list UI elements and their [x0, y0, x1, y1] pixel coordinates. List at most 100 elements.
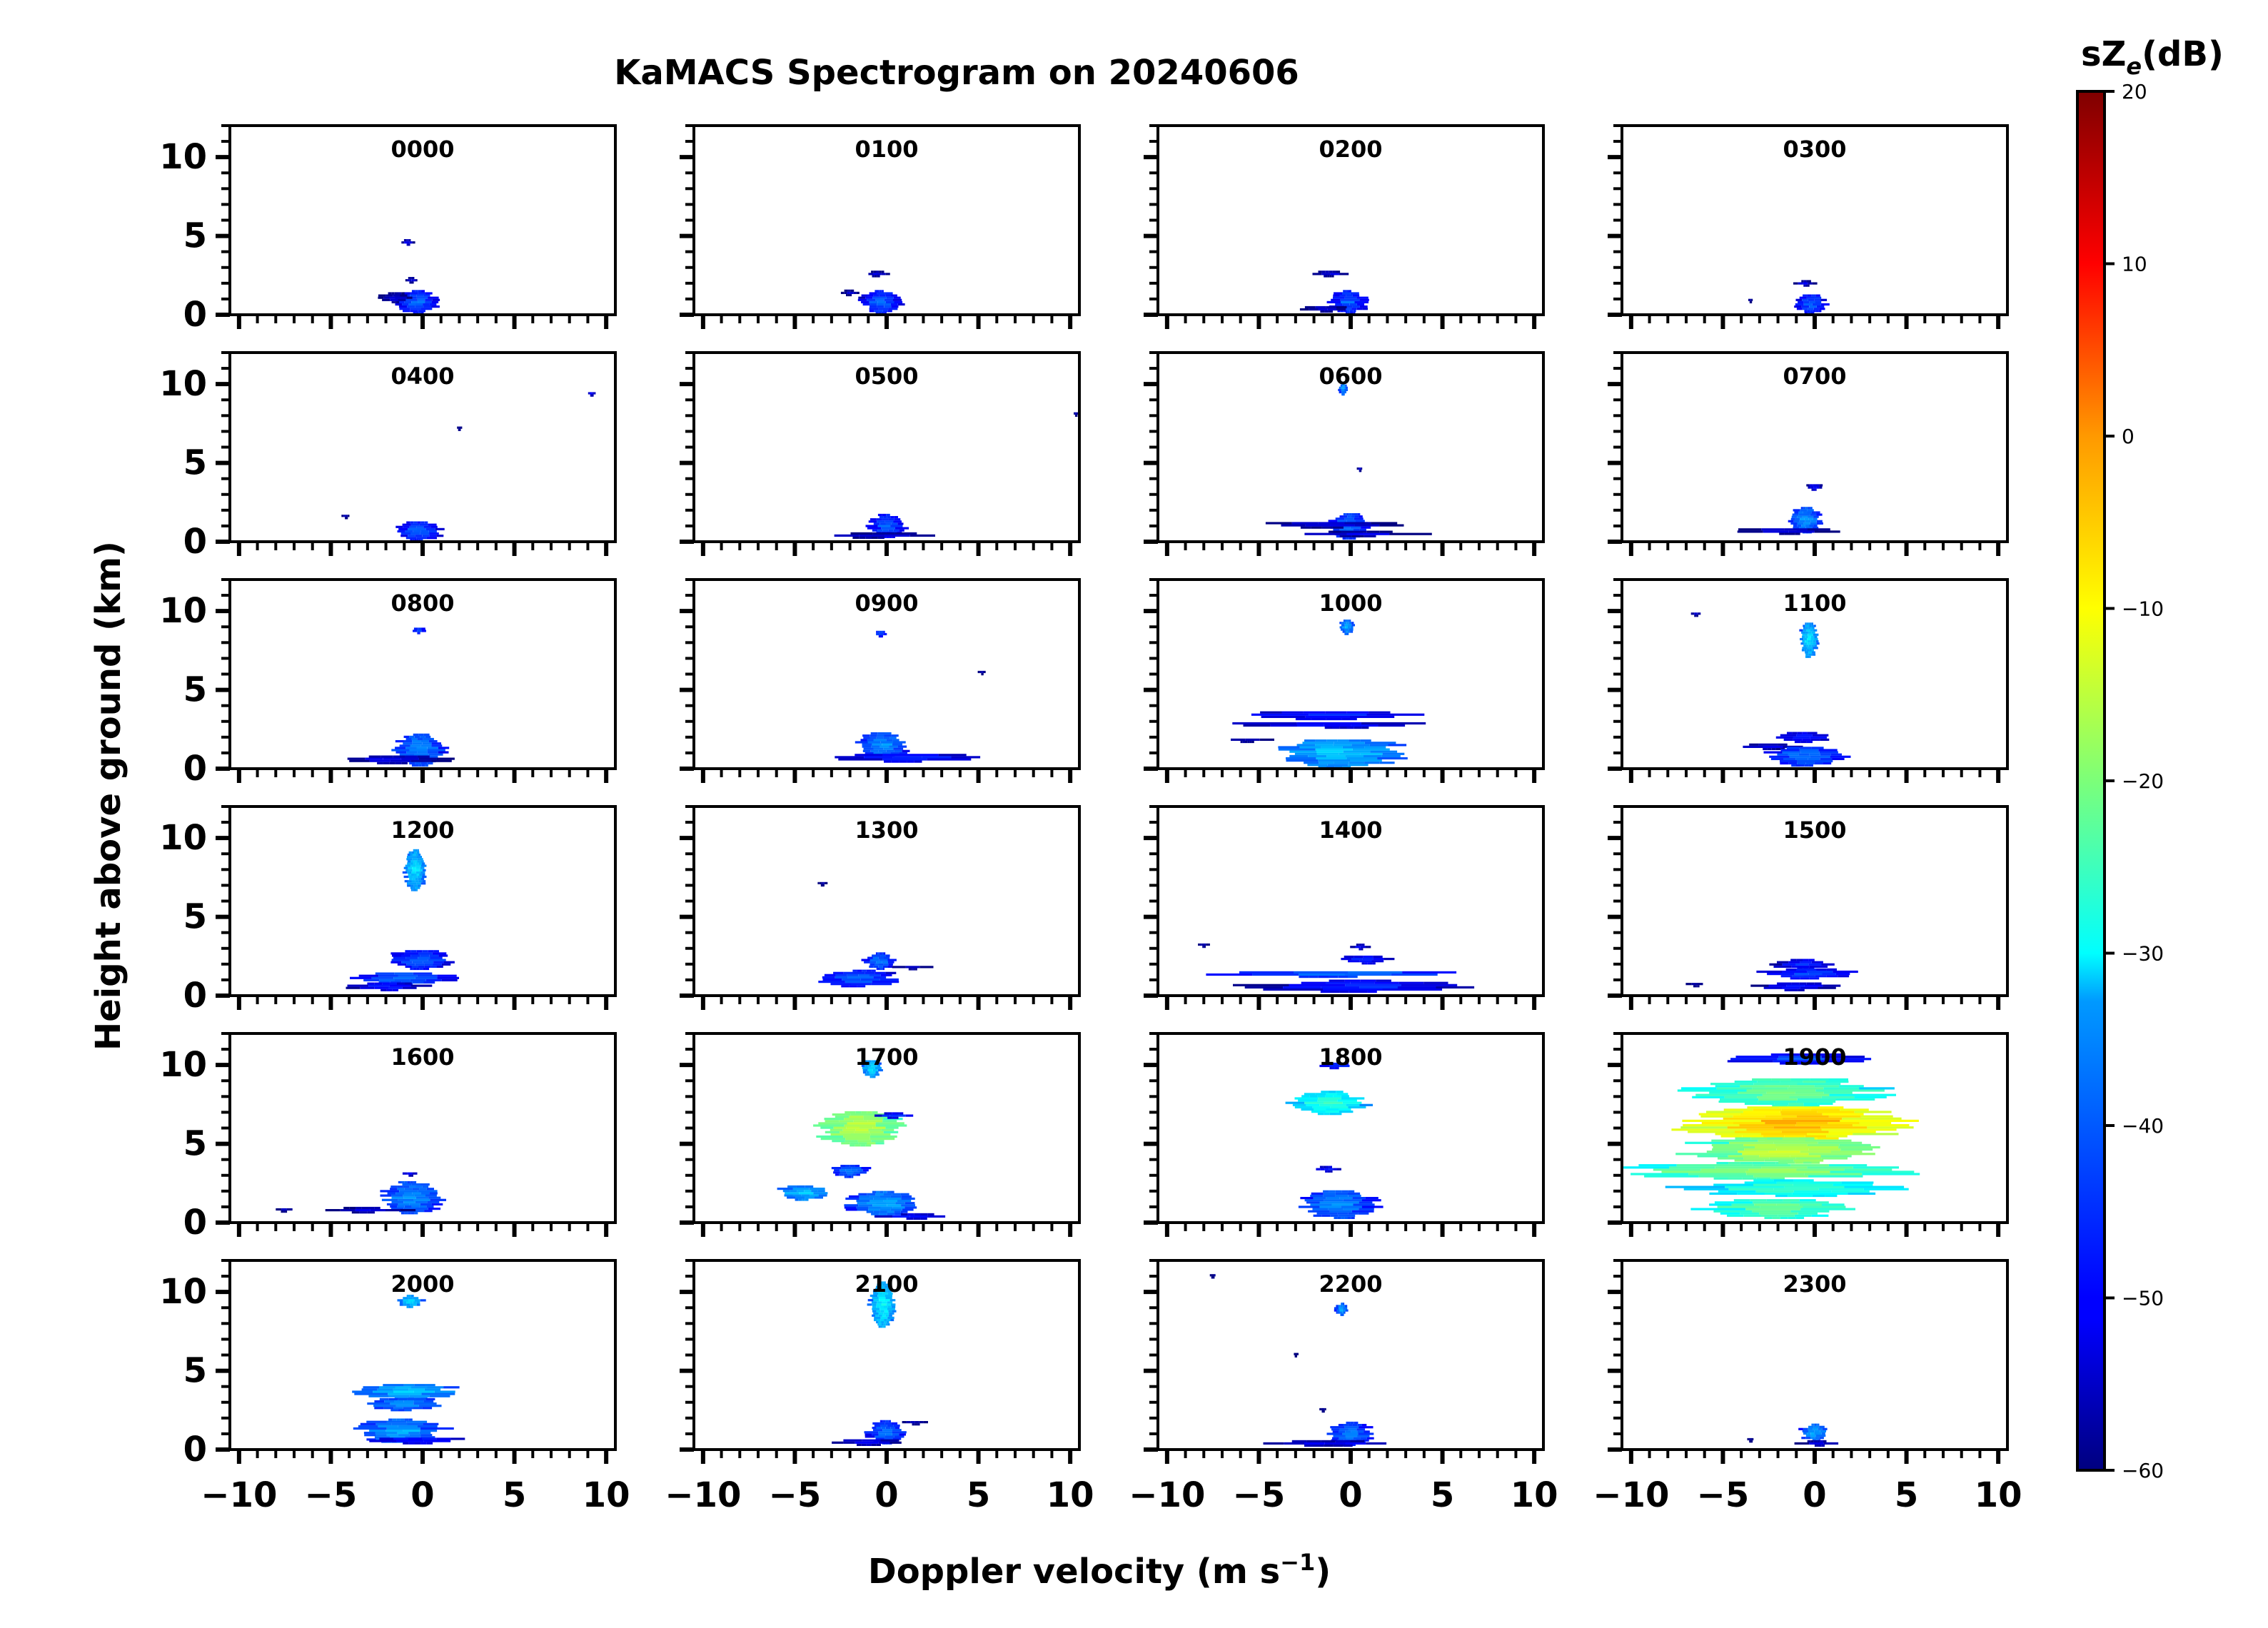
- echo-cell: [872, 1071, 876, 1074]
- echo-cell: [1353, 528, 1360, 531]
- echo-cell: [882, 310, 888, 313]
- echo-cell: [1333, 294, 1340, 297]
- echo-cell: [877, 536, 884, 540]
- echo-cell: [1304, 1199, 1324, 1202]
- echo-cell: [1315, 739, 1327, 742]
- echo-cell: [884, 1318, 887, 1322]
- echo-cell: [410, 854, 413, 856]
- echo-cell: [1823, 1087, 1860, 1090]
- echo-feature: [1675, 1137, 1880, 1164]
- echo-cell: [880, 1424, 887, 1427]
- echo-cell: [415, 864, 421, 867]
- y-ticks: [1608, 1032, 1622, 1225]
- echo-cell: [847, 293, 850, 297]
- echo-cell: [418, 757, 437, 760]
- echo-cell: [865, 1064, 868, 1067]
- colorbar-tick-label: −60: [2122, 1459, 2164, 1482]
- echo-cell: [1360, 1437, 1367, 1440]
- x-ticks: [1628, 1223, 2001, 1237]
- echo-cell: [1780, 762, 1789, 765]
- echo-cell: [395, 300, 398, 303]
- echo-cell: [1713, 1210, 1753, 1213]
- echo-cell: [1332, 1430, 1339, 1433]
- echo-cell: [408, 1295, 409, 1298]
- echo-cell: [1339, 727, 1347, 729]
- echo-cell: [865, 971, 875, 974]
- echo-cell: [1318, 271, 1322, 273]
- panel-0300: 0300: [1608, 124, 2009, 329]
- echo-feature: [1278, 739, 1408, 769]
- echo-cell: [401, 241, 405, 244]
- echo-cell: [1285, 1101, 1305, 1104]
- echo-cell: [1350, 946, 1356, 949]
- echo-cell: [409, 241, 413, 244]
- echo-cell: [875, 1288, 881, 1290]
- echo-cell: [1823, 1444, 1825, 1447]
- echo-cell: [886, 535, 889, 538]
- echo-cell: [878, 1314, 882, 1317]
- echo-cell: [870, 1135, 897, 1138]
- echo-feature: [1334, 1303, 1349, 1316]
- echo-cell: [1351, 526, 1361, 529]
- echo-cell: [872, 1068, 878, 1072]
- echo-feature: [832, 1439, 902, 1446]
- echo-cell: [1333, 528, 1340, 531]
- echo-cell: [413, 884, 418, 887]
- echo-cell: [1296, 1355, 1297, 1357]
- echo-cell: [405, 239, 407, 242]
- echo-cell: [1344, 393, 1345, 396]
- echo-cell: [870, 734, 877, 737]
- echo-cell: [865, 536, 872, 540]
- echo-cell: [404, 1409, 412, 1412]
- echo-cell: [870, 737, 877, 739]
- echo-cell: [413, 849, 415, 851]
- echo-cell: [402, 1183, 412, 1186]
- echo-cell: [899, 752, 907, 754]
- echo-cell: [1752, 1087, 1788, 1090]
- echo-cell: [861, 1167, 872, 1170]
- echo-cell: [1794, 1442, 1810, 1445]
- echo-cell: [1389, 532, 1432, 535]
- echo-cell: [423, 737, 428, 741]
- echo-cell: [407, 854, 410, 856]
- echo-cell: [982, 670, 984, 674]
- echo-cell: [1810, 642, 1813, 645]
- echo-cell: [893, 747, 904, 750]
- echo-cell: [347, 757, 366, 760]
- echo-cell: [867, 1064, 871, 1067]
- echo-cell: [882, 1283, 885, 1286]
- echo-cell: [393, 1437, 408, 1440]
- echo-cell: [385, 294, 393, 297]
- echo-cell: [1797, 732, 1803, 734]
- echo-cell: [418, 880, 423, 883]
- echo-cell: [385, 1209, 400, 1212]
- echo-cell: [1342, 1101, 1362, 1104]
- echo-cell: [1359, 948, 1361, 951]
- echo-cell: [883, 630, 885, 633]
- echo-cell: [1324, 310, 1329, 313]
- echo-feature: [1251, 711, 1425, 721]
- echo-cell: [1242, 740, 1245, 744]
- echo-cell: [1733, 1199, 1750, 1202]
- echo-cell: [792, 1188, 810, 1190]
- echo-cell: [1334, 1216, 1338, 1219]
- panel-label: 1000: [1319, 590, 1382, 617]
- echo-cell: [1361, 526, 1371, 529]
- echo-cell: [833, 1171, 840, 1174]
- echo-cell: [399, 1190, 418, 1193]
- echo-cell: [410, 523, 420, 526]
- echo-cell: [1354, 727, 1362, 729]
- echo-cell: [1344, 628, 1349, 631]
- echo-cell: [885, 1420, 889, 1422]
- echo-feature: [1304, 530, 1432, 537]
- echo-cell: [1792, 1192, 1820, 1195]
- echo-cell: [1339, 752, 1361, 755]
- echo-cell: [872, 743, 882, 746]
- echo-cell: [1743, 1111, 1780, 1113]
- echo-cell: [885, 522, 892, 525]
- echo-cell: [1799, 296, 1807, 299]
- echo-cell: [818, 981, 845, 984]
- echo-cell: [1780, 1062, 1788, 1065]
- echo-cell: [914, 968, 916, 971]
- echo-cell: [1804, 1173, 1863, 1176]
